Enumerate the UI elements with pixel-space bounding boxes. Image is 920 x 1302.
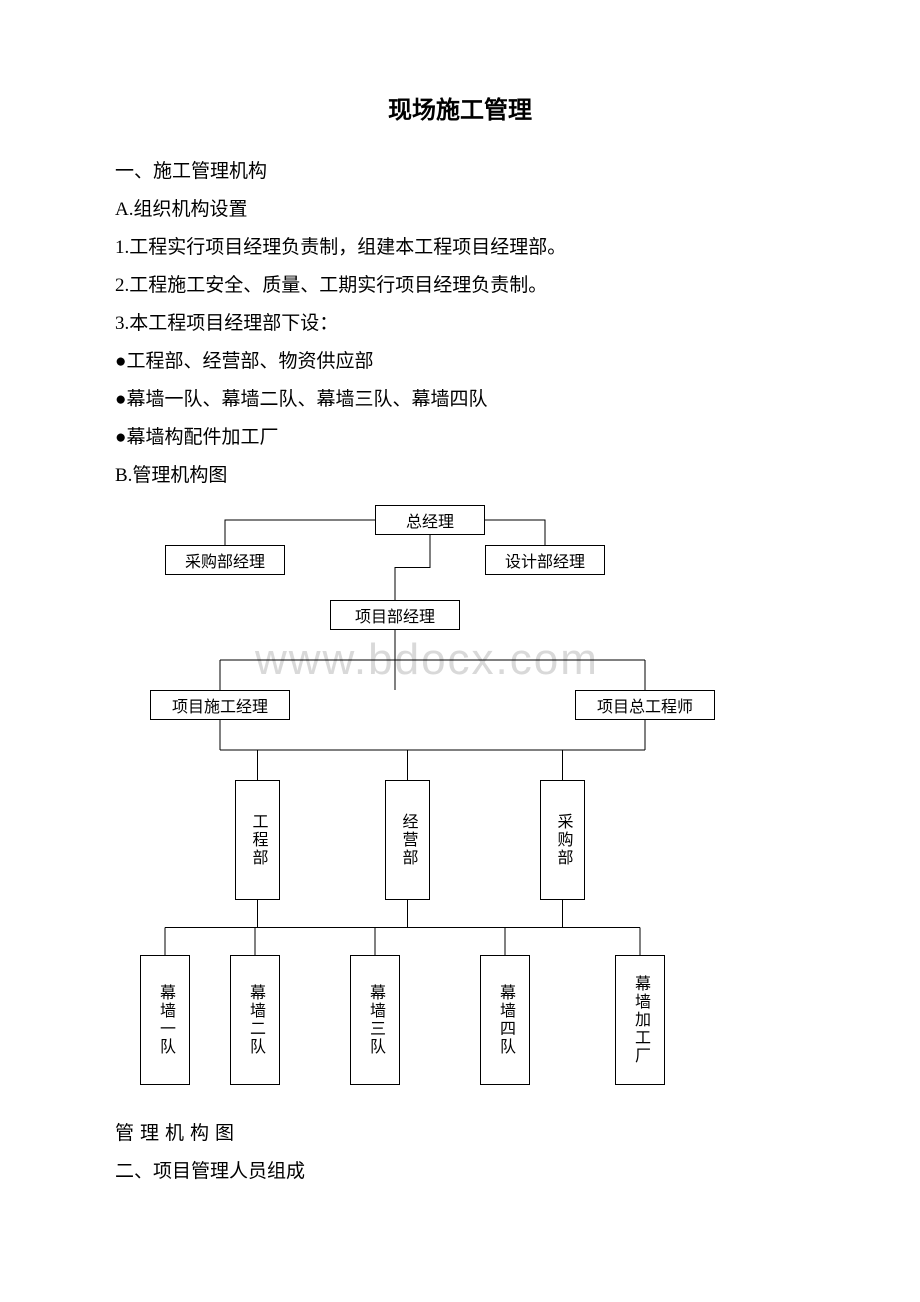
para-item-3: 3.本工程项目经理部下设： <box>115 305 805 343</box>
page-title: 现场施工管理 <box>115 90 805 125</box>
para-item-1: 1.工程实行项目经理负责制，组建本工程项目经理部。 <box>115 229 805 267</box>
org-node: 项目总工程师 <box>575 690 715 720</box>
para-item-2: 2.工程施工安全、质量、工期实行项目经理负责制。 <box>115 267 805 305</box>
org-node: 采购部经理 <box>165 545 285 575</box>
para-bullet-2: ●幕墙一队、幕墙二队、幕墙三队、幕墙四队 <box>115 381 805 419</box>
para-bullet-1: ●工程部、经营部、物资供应部 <box>115 343 805 381</box>
org-node: 项目部经理 <box>330 600 460 630</box>
org-node: 经营部 <box>385 780 430 900</box>
org-node: 工程部 <box>235 780 280 900</box>
org-node: 幕墙四队 <box>480 955 530 1085</box>
org-node: 项目施工经理 <box>150 690 290 720</box>
org-node: 设计部经理 <box>485 545 605 575</box>
para-section-1: 一、施工管理机构 <box>115 153 805 191</box>
para-a-heading: A.组织机构设置 <box>115 191 805 229</box>
org-chart-lines <box>115 505 795 1105</box>
org-node: 采购部 <box>540 780 585 900</box>
org-chart: www.bdocx.com 总经理采购部经理设计部经理项目部经理项目施工经理项目… <box>115 505 795 1105</box>
org-node: 幕墙二队 <box>230 955 280 1085</box>
org-node: 幕墙加工厂 <box>615 955 665 1085</box>
chart-caption: 管理机构图 <box>115 1115 805 1153</box>
para-b-heading: B.管理机构图 <box>115 457 805 495</box>
document-page: 现场施工管理 一、施工管理机构 A.组织机构设置 1.工程实行项目经理负责制，组… <box>0 0 920 1251</box>
org-node: 幕墙三队 <box>350 955 400 1085</box>
org-node: 总经理 <box>375 505 485 535</box>
para-section-2: 二、项目管理人员组成 <box>115 1153 805 1191</box>
org-node: 幕墙一队 <box>140 955 190 1085</box>
para-bullet-3: ●幕墙构配件加工厂 <box>115 419 805 457</box>
